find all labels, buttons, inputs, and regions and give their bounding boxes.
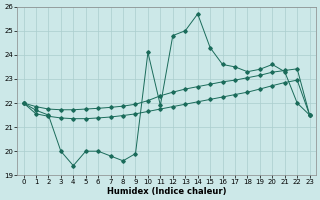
- X-axis label: Humidex (Indice chaleur): Humidex (Indice chaleur): [107, 187, 226, 196]
